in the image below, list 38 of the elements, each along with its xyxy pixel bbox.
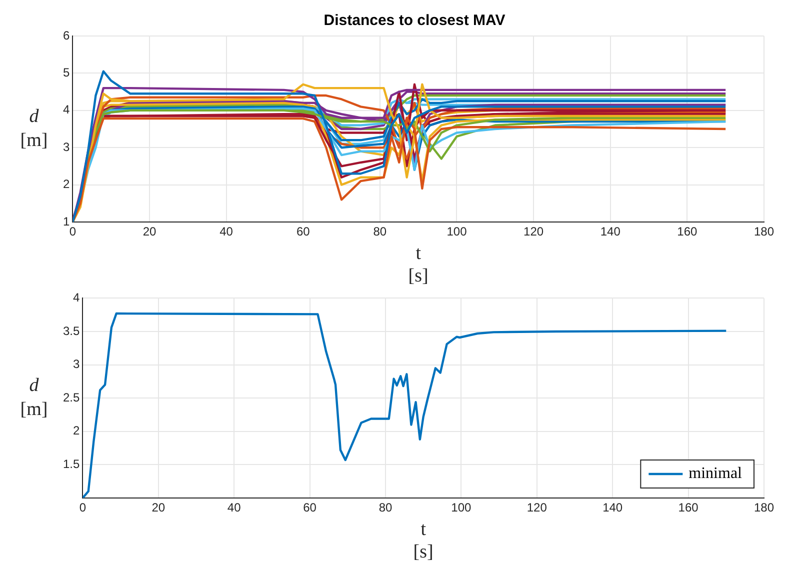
x-axis-title: t [s]	[408, 242, 428, 287]
y-tick-label: 1.5	[62, 457, 80, 472]
y-tick-label: 3.5	[62, 324, 80, 338]
y-tick-label: 6	[62, 28, 70, 42]
x-tick-label: 140	[602, 500, 623, 515]
y-tick-label: 3	[62, 140, 70, 154]
x-tick-label: 140	[600, 224, 621, 239]
y-axis-title: d [m]	[20, 375, 48, 420]
x-tick-label: 20	[152, 500, 166, 515]
x-tick-label: 40	[227, 500, 242, 515]
x-tick-label: 160	[678, 500, 699, 515]
x-tick-label: 160	[677, 224, 698, 239]
y-tick-label: 2.5	[62, 390, 80, 404]
x-axis-title: t [s]	[413, 518, 434, 563]
x-tick-label: 180	[754, 224, 774, 239]
x-tick-label: 40	[220, 224, 234, 239]
y-tick-label: 4	[62, 102, 70, 117]
x-tick-label: 60	[296, 224, 310, 239]
x-tick-label: 20	[142, 224, 156, 239]
x-tick-label: 100	[446, 224, 468, 239]
y-tick-label: 1	[62, 214, 70, 228]
x-tick-label: 60	[303, 500, 317, 515]
x-tick-label: 80	[378, 500, 392, 515]
y-tick-label: 2	[62, 177, 70, 192]
x-tick-label: 100	[451, 500, 472, 515]
x-tick-label: 80	[373, 224, 387, 239]
y-tick-label: 5	[62, 66, 70, 80]
x-tick-label: 180	[754, 500, 774, 515]
x-tick-label: 120	[526, 500, 548, 515]
y-tick-label: 2	[72, 424, 80, 438]
chart-title: Distances to closest MAV	[324, 12, 506, 30]
y-tick-label: 4	[72, 290, 80, 305]
x-tick-label: 0	[69, 224, 76, 239]
x-tick-label: 0	[79, 500, 86, 515]
x-tick-label: 120	[524, 224, 544, 239]
y-tick-label: 3	[72, 357, 80, 372]
legend-label: minimal	[688, 465, 743, 482]
y-axis-title: d [m]	[20, 106, 48, 151]
